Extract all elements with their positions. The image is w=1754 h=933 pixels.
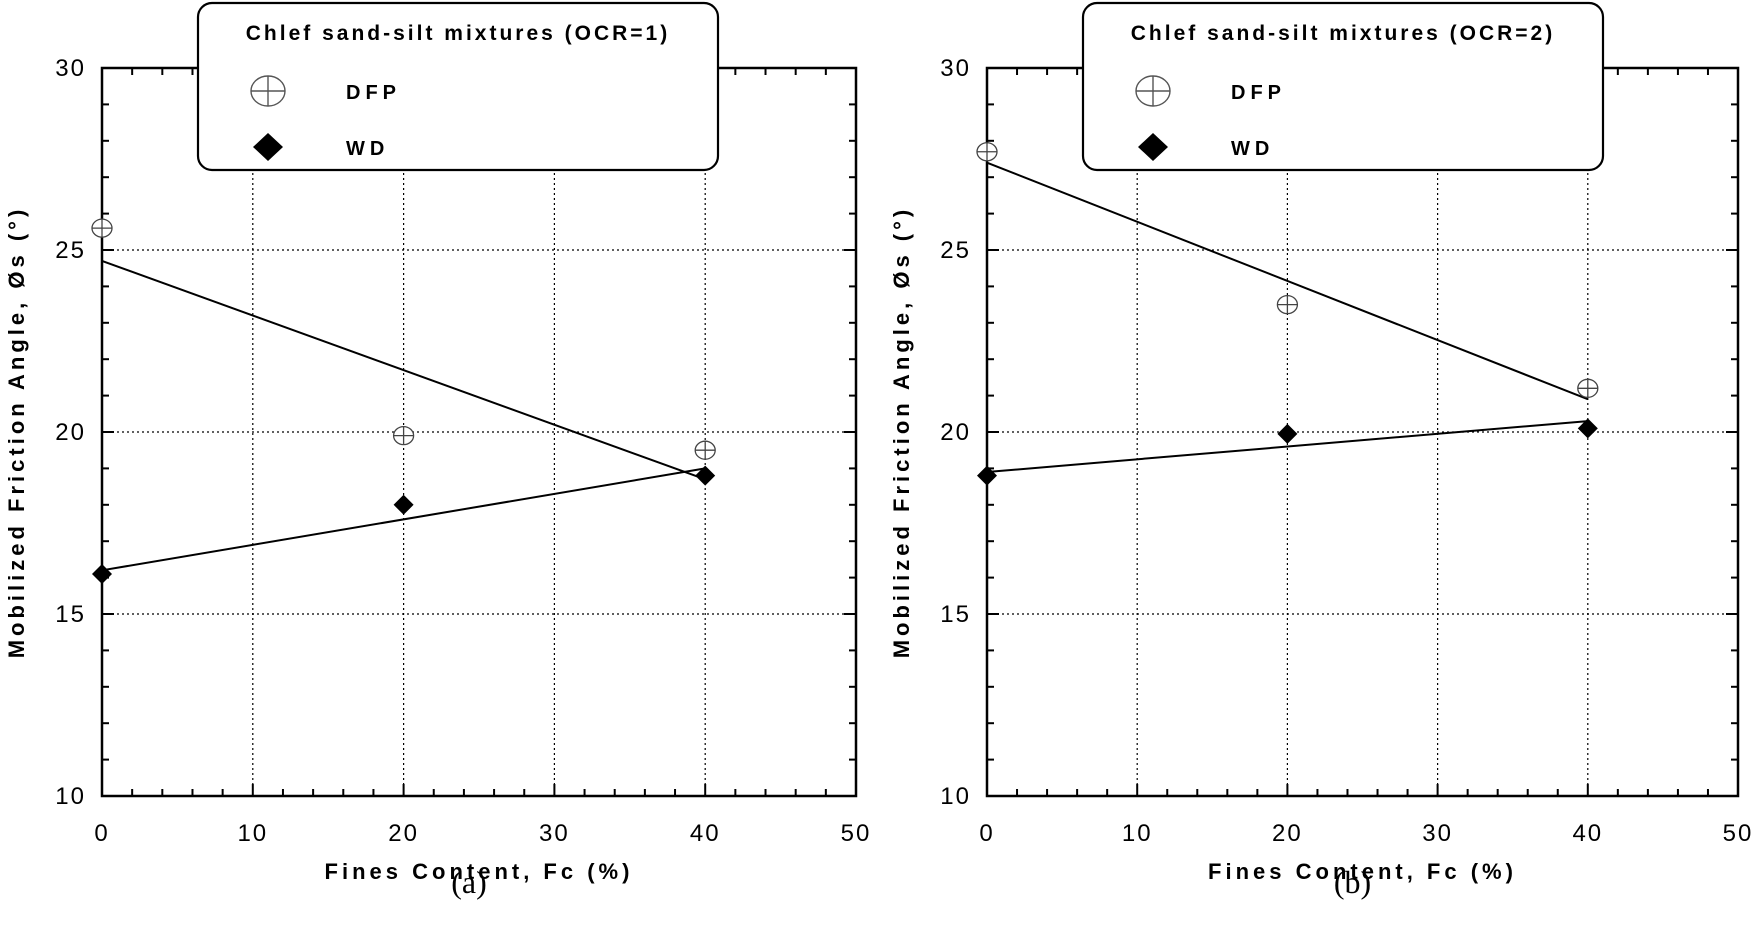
x-tick-label: 50 (1723, 820, 1754, 847)
panel-label: (b) (1334, 864, 1371, 900)
chart-panel-a: 0 10 20 30 40 50 10 15 20 25 30 Fines Content, Fc (… (4, 1, 872, 900)
y-tick-label: 25 (940, 237, 971, 264)
x-tick-label: 50 (841, 820, 872, 847)
x-tick-label: 10 (237, 820, 268, 847)
y-tick-label: 20 (55, 419, 86, 446)
chart-panel-b: 0 10 20 30 40 50 10 15 20 25 30 Fines Content, Fc (… (889, 1, 1754, 900)
legend-box (196, 1, 720, 172)
x-tick-label: 30 (1422, 820, 1453, 847)
data-point-dfp (1276, 294, 1299, 315)
y-tick-label: 30 (940, 55, 971, 82)
x-tick-label: 30 (539, 820, 570, 847)
panel-label: (a) (451, 864, 487, 900)
y-tick-label: 10 (940, 783, 971, 810)
x-tick-label: 20 (388, 820, 419, 847)
data-point-dfp (694, 440, 716, 460)
y-tick-label: 20 (940, 419, 971, 446)
y-tick-label: 25 (55, 237, 86, 264)
y-tick-label: 30 (55, 55, 86, 82)
data-point-wd (393, 494, 414, 515)
y-tick-label: 15 (55, 601, 86, 628)
legend-diamond-icon (253, 133, 283, 161)
data-point-wd (695, 465, 716, 486)
x-tick-label: 20 (1272, 820, 1303, 847)
x-tick-label: 0 (94, 820, 109, 847)
trendline-wd (986, 420, 1588, 474)
trendline-wd (101, 467, 706, 572)
x-tick-label: 40 (690, 820, 721, 847)
legend-label-dfp: DFP (1231, 82, 1286, 104)
legend-diamond-icon (1138, 133, 1168, 161)
data-point-wd (1277, 423, 1298, 444)
y-axis-title: Mobilized Friction Angle, Øs (°) (889, 206, 914, 659)
x-axis-title: Fines Content, Fc (%) (325, 859, 634, 884)
legend-label-wd: WD (346, 138, 389, 160)
legend: Chlef sand-silt mixtures (OCR=2) DFP WD (1081, 1, 1605, 172)
y-tick-label: 10 (55, 783, 86, 810)
trendline-dfp (986, 161, 1589, 401)
x-tick-label: 0 (979, 820, 994, 847)
trendline-dfp (101, 259, 706, 481)
data-point-dfp (1577, 378, 1599, 398)
legend-circle-plus-icon (1135, 75, 1171, 107)
legend-label-wd: WD (1231, 138, 1274, 160)
y-axis-title: Mobilized Friction Angle, Øs (°) (4, 206, 29, 659)
x-tick-label: 40 (1572, 820, 1603, 847)
data-point-wd (1577, 418, 1598, 439)
data-point-dfp (392, 425, 415, 446)
y-tick-label: 15 (940, 601, 971, 628)
x-tick-label: 10 (1122, 820, 1153, 847)
data-point-dfp (91, 218, 113, 238)
data-point-wd (92, 563, 112, 584)
legend-title: Chlef sand-silt mixtures (OCR=2) (1131, 22, 1555, 45)
legend-box (1081, 1, 1605, 172)
legend: Chlef sand-silt mixtures (OCR=1) DFP WD (196, 1, 720, 172)
legend-title: Chlef sand-silt mixtures (OCR=1) (246, 22, 670, 45)
data-point-dfp (976, 142, 998, 162)
data-point-wd (977, 465, 997, 486)
legend-circle-plus-icon (250, 75, 286, 107)
x-axis-title: Fines Content, Fc (%) (1208, 859, 1517, 884)
legend-label-dfp: DFP (346, 82, 401, 104)
